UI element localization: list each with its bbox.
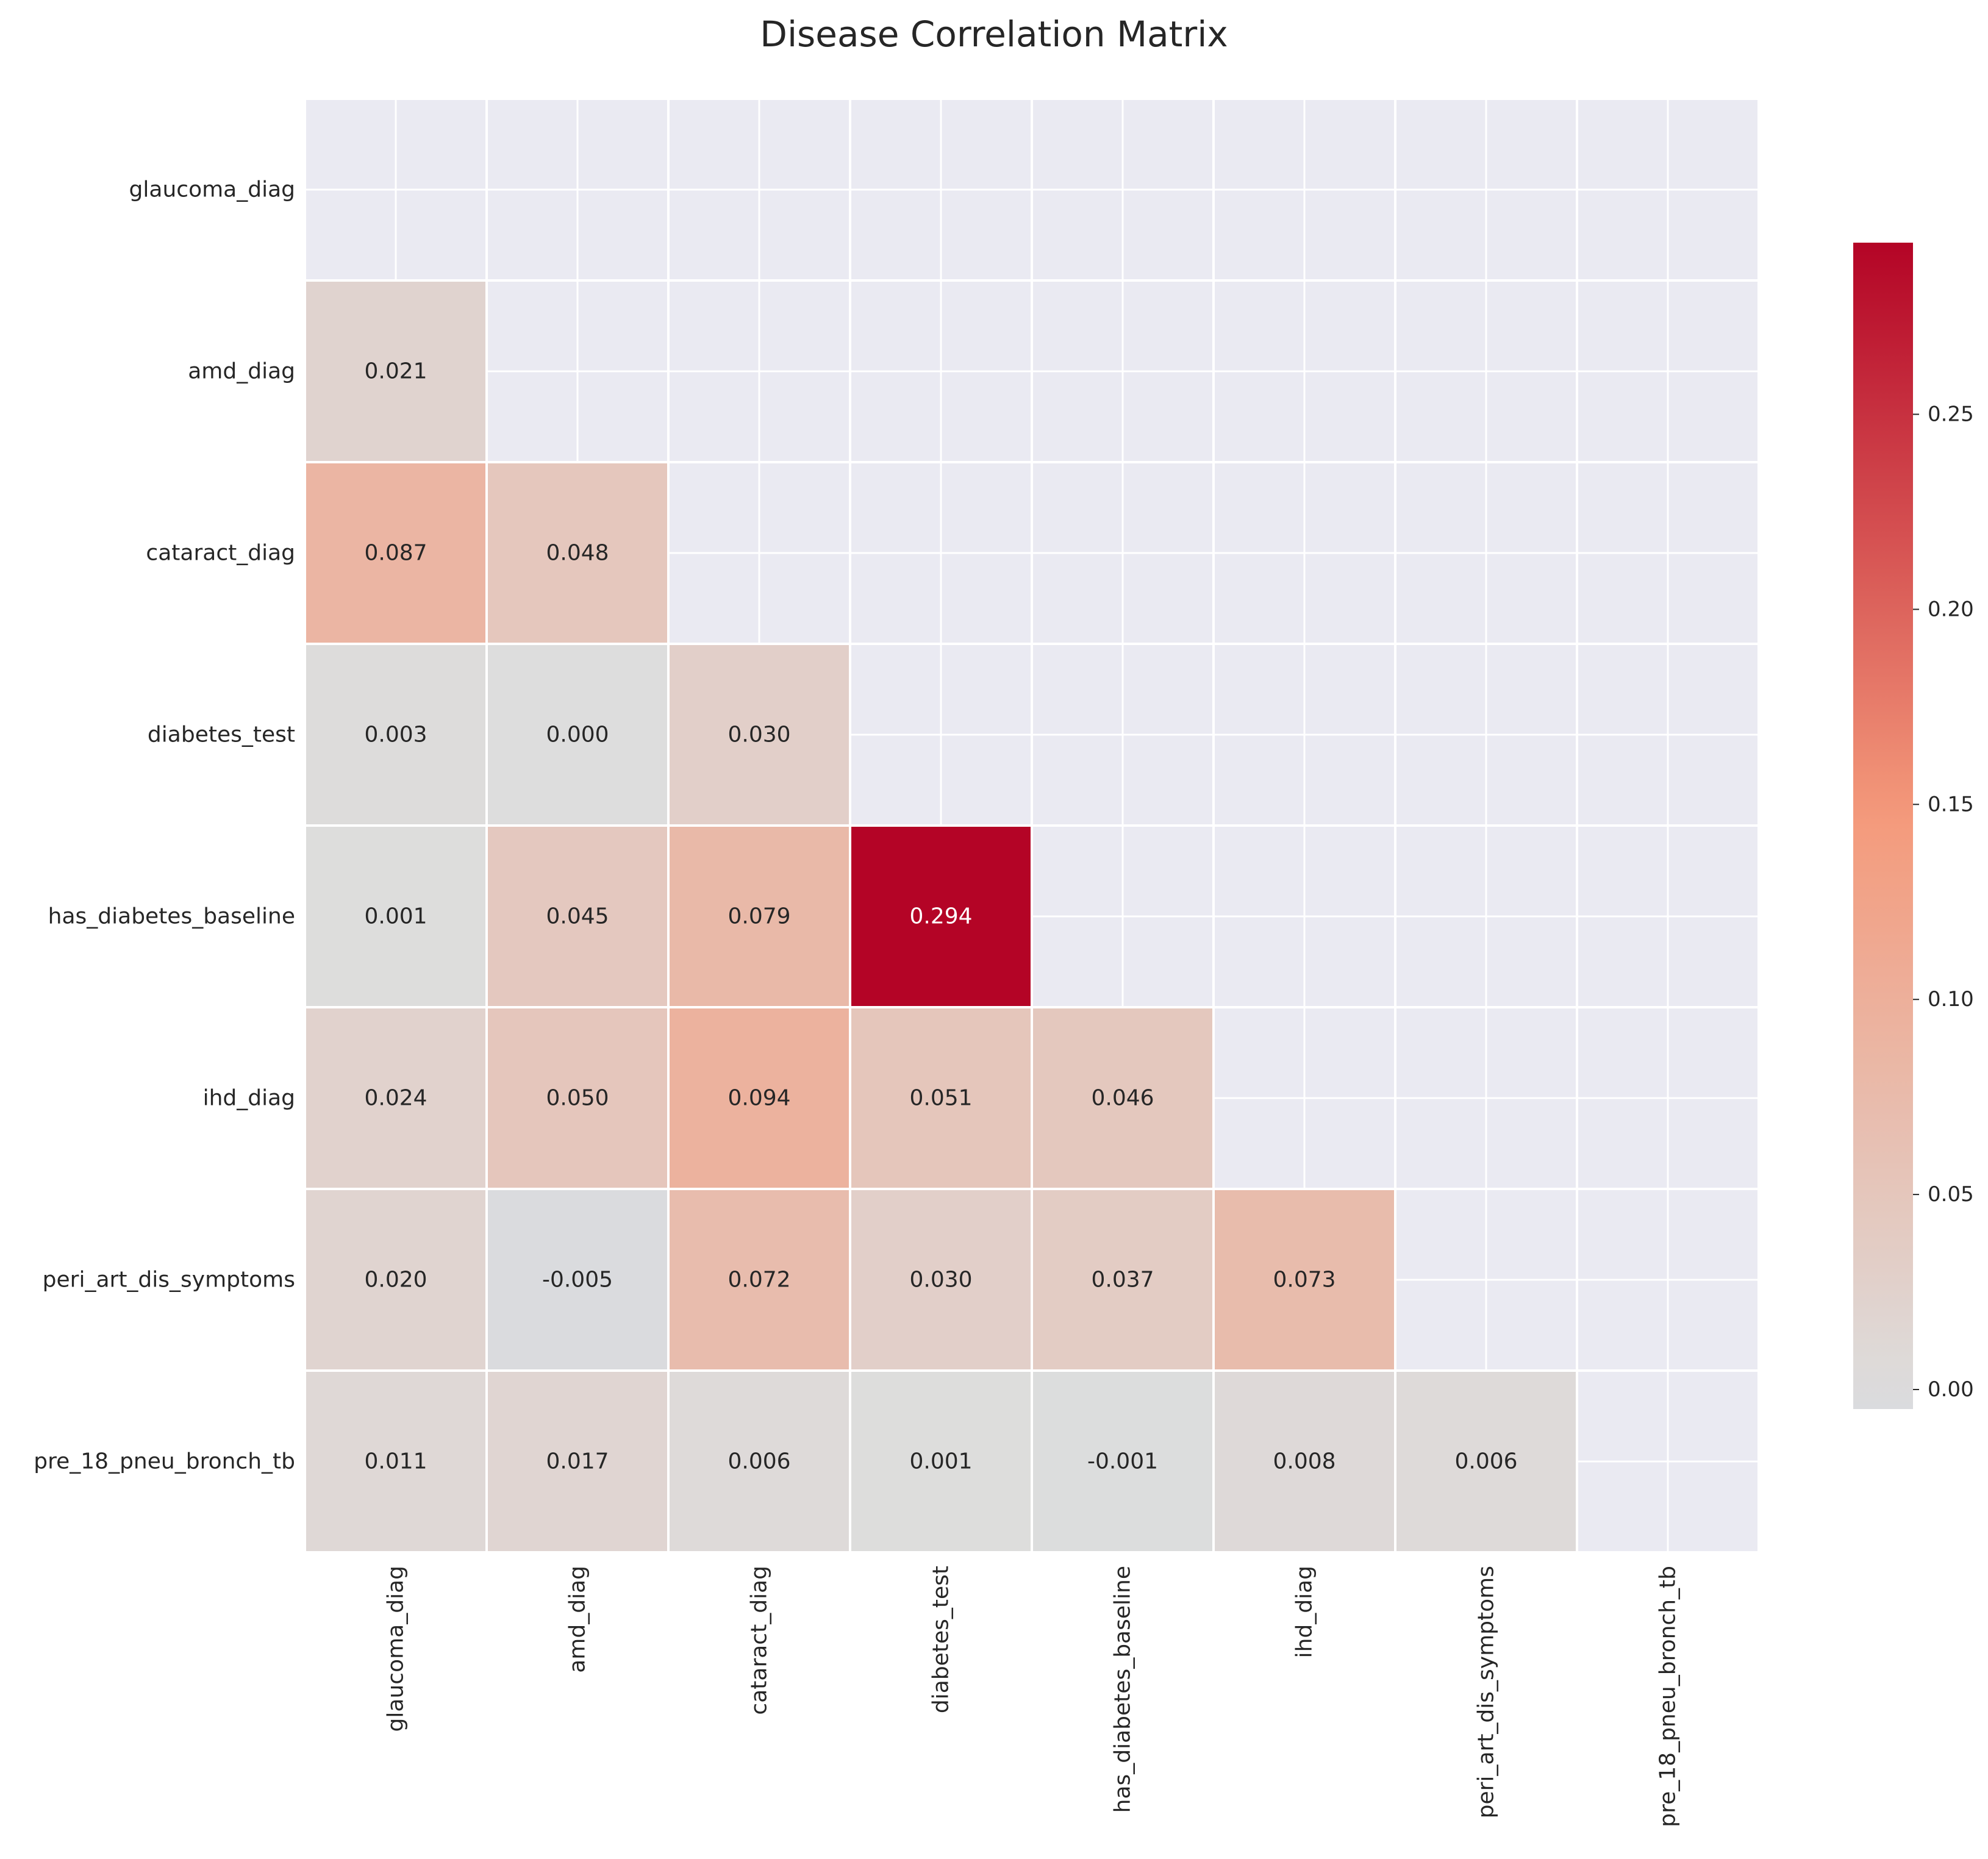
heatmap-cell	[304, 1006, 488, 1190]
cell-value-label: 0.079	[728, 904, 790, 929]
cell-value-label: 0.046	[1091, 1086, 1154, 1111]
colorbar-tick-label: 0.25	[1928, 402, 1974, 427]
heatmap-cell	[849, 1006, 1033, 1190]
colorbar-tick-label: 0.05	[1928, 1182, 1974, 1207]
heatmap-cell	[849, 1369, 1033, 1554]
colorbar-tick-label: 0.20	[1928, 597, 1974, 621]
colorbar-tick-label: 0.15	[1928, 792, 1974, 816]
cell-value-label: 0.021	[364, 359, 427, 384]
y-tick-label: ihd_diag	[203, 1086, 295, 1111]
colorbar-gradient	[1853, 243, 1913, 1409]
cell-value-label: 0.045	[546, 904, 609, 929]
cell-value-label: 0.001	[364, 904, 427, 929]
heatmap-cell	[485, 1369, 670, 1554]
heatmap-cell	[667, 1006, 851, 1190]
heatmap-cell	[667, 824, 851, 1008]
y-tick-label: cataract_diag	[146, 541, 295, 566]
cell-value-label: 0.087	[364, 541, 427, 566]
cell-value-label: 0.051	[909, 1086, 972, 1111]
x-axis-tick-labels: glaucoma_diag amd_diag cataract_diag diabet…	[384, 1566, 1681, 1827]
x-tick-label: glaucoma_diag	[384, 1566, 409, 1732]
cell-value-label: -0.005	[542, 1268, 613, 1293]
colorbar: 0.00 0.05 0.10 0.15 0.20 0.25	[1853, 243, 1974, 1409]
colorbar-tick-label: 0.10	[1928, 987, 1974, 1012]
x-tick-label: pre_18_pneu_bronch_tb	[1656, 1566, 1681, 1827]
x-tick-label: amd_diag	[565, 1566, 590, 1673]
y-tick-label: glaucoma_diag	[129, 177, 295, 202]
cell-value-label: 0.000	[546, 723, 609, 748]
heatmap-cell	[485, 824, 670, 1008]
y-axis-tick-labels: glaucoma_diag amd_diag cataract_diagdiabet…	[34, 177, 295, 1474]
cell-value-label: 0.037	[1091, 1268, 1154, 1293]
cell-value-label: 0.294	[909, 904, 972, 929]
y-tick-label: amd_diag	[188, 359, 295, 384]
plot-area: 0.021 0.087 0.048 0.003 0.000 0.030 0.001 0.045…	[304, 98, 1760, 1554]
cell-value-label: 0.006	[1454, 1449, 1517, 1474]
chart-title: Disease Correlation Matrix	[760, 13, 1228, 55]
heatmap-cell	[304, 824, 488, 1008]
cell-value-label: 0.073	[1273, 1268, 1335, 1293]
cell-value-label: -0.001	[1087, 1449, 1158, 1474]
heatmap-cell	[1394, 1369, 1578, 1554]
cell-value-label: 0.094	[728, 1086, 790, 1111]
heatmap-cell	[485, 461, 670, 645]
cell-value-label: 0.006	[728, 1449, 790, 1474]
cell-value-label: 0.003	[364, 723, 427, 748]
heatmap-cell	[1031, 1006, 1215, 1190]
heatmap-cell	[1212, 1188, 1396, 1372]
cell-value-label: 0.030	[909, 1268, 972, 1293]
cell-value-label: 0.020	[364, 1268, 427, 1293]
heatmap-cell	[485, 1006, 670, 1190]
heatmap-cell	[849, 824, 1033, 1008]
heatmap-cell	[1212, 1369, 1396, 1554]
cell-value-label: 0.017	[546, 1449, 609, 1474]
heatmap-cell	[485, 643, 670, 827]
cell-value-label: 0.050	[546, 1086, 609, 1111]
cell-value-label: 0.001	[909, 1449, 972, 1474]
cell-value-label: 0.048	[546, 541, 609, 566]
cell-value-label: 0.072	[728, 1268, 790, 1293]
x-tick-label: has_diabetes_baseline	[1110, 1566, 1135, 1813]
y-tick-label: has_diabetes_baseline	[48, 904, 295, 929]
heatmap-cell	[485, 1188, 670, 1372]
x-tick-label: ihd_diag	[1292, 1566, 1317, 1658]
colorbar-tick-label: 0.00	[1928, 1377, 1974, 1402]
x-tick-label: cataract_diag	[747, 1566, 772, 1715]
heatmap-cell	[304, 1188, 488, 1372]
heatmap-cell	[667, 1188, 851, 1372]
y-tick-label: peri_art_dis_symptoms	[43, 1268, 295, 1293]
x-tick-label: peri_art_dis_symptoms	[1474, 1566, 1499, 1818]
heatmap-cell	[667, 643, 851, 827]
cell-value-label: 0.008	[1273, 1449, 1335, 1474]
y-tick-label: diabetes_test	[148, 723, 295, 748]
heatmap-cell	[667, 1369, 851, 1554]
cell-value-label: 0.024	[364, 1086, 427, 1111]
heatmap-cell	[304, 643, 488, 827]
cell-value-label: 0.011	[364, 1449, 427, 1474]
cell-value-label: 0.030	[728, 723, 790, 748]
heatmap-cell	[1031, 1369, 1215, 1554]
x-tick-label: diabetes_test	[929, 1566, 954, 1713]
heatmap-cell	[304, 279, 488, 463]
y-tick-label: pre_18_pneu_bronch_tb	[34, 1449, 295, 1474]
